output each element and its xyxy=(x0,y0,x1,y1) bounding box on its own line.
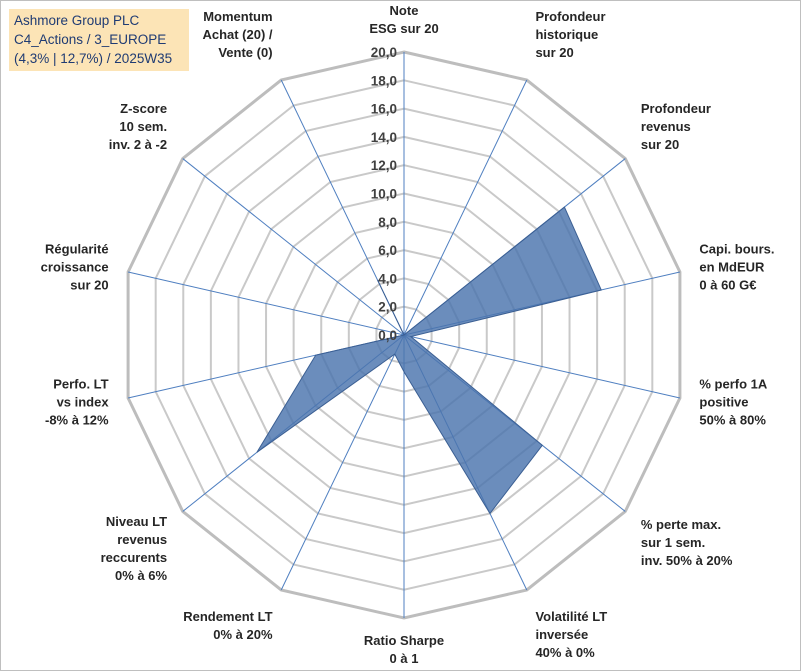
axis-label: 0% à 20% xyxy=(213,627,273,642)
axis-label: Niveau LT xyxy=(106,514,167,529)
radial-tick-label: 10,0 xyxy=(371,187,397,202)
axis-label: Volatilité LT xyxy=(535,609,607,624)
radial-tick-label: 12,0 xyxy=(371,158,397,173)
radial-tick-label: 20,0 xyxy=(371,45,397,60)
radial-tick-label: 18,0 xyxy=(371,73,397,88)
radar-spoke xyxy=(127,271,405,336)
axis-label: Régularité xyxy=(45,242,109,257)
radar-spoke xyxy=(403,334,681,399)
axis-label: Profondeur xyxy=(641,101,711,116)
radial-tick-label: 2,0 xyxy=(378,300,397,315)
title-line-category: C4_Actions / 3_EUROPE xyxy=(14,32,167,47)
axis-label: 10 sem. xyxy=(119,119,167,134)
axis-label: Ratio Sharpe xyxy=(364,633,444,648)
axis-label: 0% à 6% xyxy=(115,568,167,583)
chart-title-box: Ashmore Group PLC C4_Actions / 3_EUROPE … xyxy=(9,9,189,71)
radial-tick-label: 14,0 xyxy=(371,130,397,145)
radar-series xyxy=(256,206,602,515)
axis-label: Momentum xyxy=(203,9,272,24)
axis-label: ESG sur 20 xyxy=(369,21,438,36)
axis-label: 0 à 1 xyxy=(390,651,419,666)
axis-label: sur 1 sem. xyxy=(641,535,705,550)
axis-label: revenus xyxy=(641,119,691,134)
radial-tick-labels: 0,0 2,0 4,0 6,0 8,0 10,0 12,0 14,0 16,0 18,0 20,0 xyxy=(371,45,397,343)
axis-label: 50% à 80% xyxy=(699,412,766,427)
axis-label: vs index xyxy=(57,394,110,409)
axis-label: reccurents xyxy=(101,550,167,565)
title-line-company: Ashmore Group PLC xyxy=(14,13,140,28)
axis-label: Capi. bours. xyxy=(699,242,774,257)
title-line-period: (4,3% | 12,7%) / 2025W35 xyxy=(14,51,173,66)
axis-label: en MdEUR xyxy=(699,260,765,275)
radar-spoke xyxy=(280,334,405,591)
axis-label: croissance xyxy=(41,260,109,275)
radial-tick-label: 0,0 xyxy=(378,328,397,343)
series-area xyxy=(256,206,602,515)
axis-label: Z-score xyxy=(120,101,167,116)
axis-label: revenus xyxy=(117,532,167,547)
radial-tick-label: 8,0 xyxy=(378,215,397,230)
axis-label: Note xyxy=(390,3,419,18)
radar-spoke xyxy=(403,79,528,336)
axis-label: sur 20 xyxy=(70,278,108,293)
radial-tick-label: 16,0 xyxy=(371,102,397,117)
radial-tick-label: 6,0 xyxy=(378,243,397,258)
axis-label: Achat (20) / xyxy=(202,27,272,42)
radar-spoke xyxy=(182,158,405,336)
axis-label: Perfo. LT xyxy=(53,376,108,391)
axis-label: inv. 50% à 20% xyxy=(641,553,733,568)
axis-label: Vente (0) xyxy=(218,45,272,60)
axis-label: Profondeur xyxy=(535,9,605,24)
axis-label: sur 20 xyxy=(641,137,679,152)
axis-label: -8% à 12% xyxy=(45,412,109,427)
axis-label: Rendement LT xyxy=(183,609,272,624)
axis-label: 0 à 60 G€ xyxy=(699,278,756,293)
radial-tick-label: 4,0 xyxy=(378,271,397,286)
axis-label: inv. 2 à -2 xyxy=(109,137,167,152)
axis-label: inversée xyxy=(535,627,588,642)
axis-labels: Note ESG sur 20 Profondeur historique sur 20… xyxy=(41,3,775,666)
axis-label: % perfo 1A xyxy=(699,376,768,391)
axis-label: 40% à 0% xyxy=(535,645,595,660)
axis-label: sur 20 xyxy=(535,45,573,60)
axis-label: positive xyxy=(699,394,748,409)
axis-label: % perte max. xyxy=(641,517,721,532)
axis-label: historique xyxy=(535,27,598,42)
